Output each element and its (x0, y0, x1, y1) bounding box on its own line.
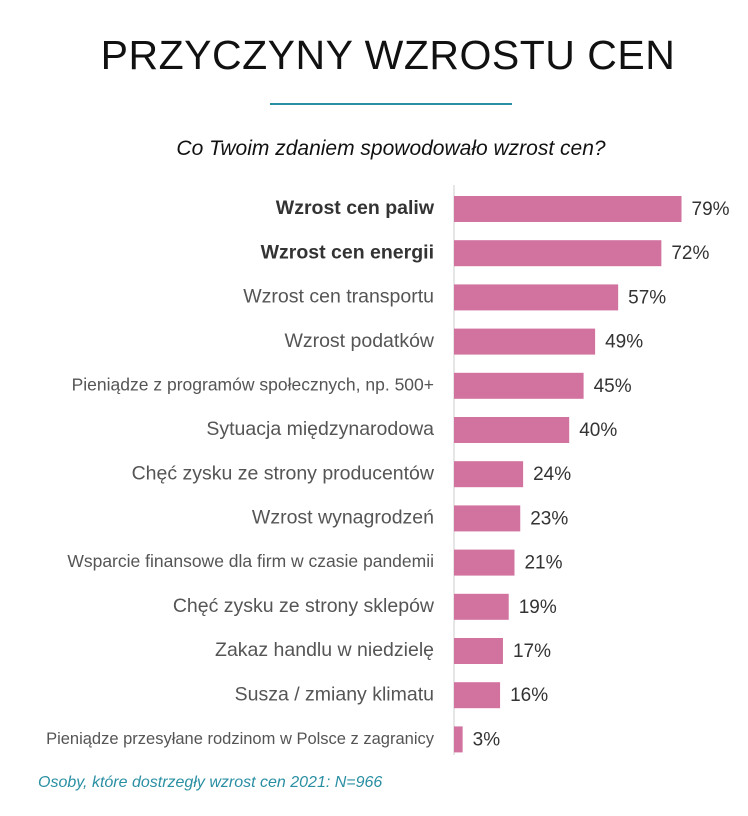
category-label: Wzrost cen energii (261, 241, 434, 263)
bar (454, 682, 501, 709)
chart-subtitle: Co Twoim zdaniem spowodowało wzrost cen? (176, 137, 606, 160)
value-label: 24% (533, 464, 571, 485)
bar (454, 726, 463, 753)
value-label: 23% (530, 508, 568, 529)
bar (454, 196, 682, 222)
bar (454, 461, 524, 488)
value-label: 21% (524, 553, 562, 574)
bar (454, 593, 509, 620)
category-label: Wzrost cen paliw (276, 197, 435, 219)
bar (454, 549, 515, 576)
page-title: PRZYCZYNY WZROSTU CEN (100, 32, 676, 78)
title-underline (270, 103, 512, 105)
value-label: 17% (513, 641, 551, 662)
value-label: 40% (579, 420, 617, 441)
value-label: 45% (594, 376, 632, 397)
bar (454, 328, 596, 355)
category-label: Susza / zmiany klimatu (235, 683, 434, 705)
bar (454, 372, 584, 399)
category-label: Wzrost cen transportu (243, 286, 434, 308)
category-label: Pieniądze z programów społecznych, np. 5… (72, 374, 434, 394)
sample-footnote: Osoby, które dostrzegły wzrost cen 2021:… (38, 774, 383, 791)
value-label: 19% (519, 597, 557, 618)
bars-group: Wzrost cen paliw 79% Wzrost cen energii 72%… (46, 196, 730, 753)
bar (454, 638, 503, 664)
value-label: 49% (605, 332, 643, 353)
bar (454, 417, 570, 443)
category-label: Chęć zysku ze strony sklepów (173, 595, 435, 617)
bar (454, 505, 521, 532)
category-label: Chęć zysku ze strony producentów (132, 462, 435, 484)
value-label: 79% (692, 199, 730, 220)
category-label: Pieniądze przesyłane rodzinom w Polsce z… (46, 730, 435, 748)
category-label: Wzrost wynagrodzeń (252, 507, 434, 529)
value-label: 72% (671, 243, 709, 264)
value-label: 3% (473, 729, 501, 750)
category-label: Zakaz handlu w niedzielę (215, 639, 434, 661)
value-label: 57% (628, 287, 666, 308)
category-label: Wzrost podatków (284, 330, 434, 352)
category-label: Sytuacja międzynarodowa (206, 418, 434, 440)
category-label: Wsparcie finansowe dla firm w czasie pan… (67, 551, 434, 571)
bar-chart: Wzrost cen paliw 79% Wzrost cen energii 72%… (46, 185, 730, 755)
value-label: 16% (510, 685, 548, 706)
bar (454, 240, 662, 267)
bar (454, 284, 619, 311)
